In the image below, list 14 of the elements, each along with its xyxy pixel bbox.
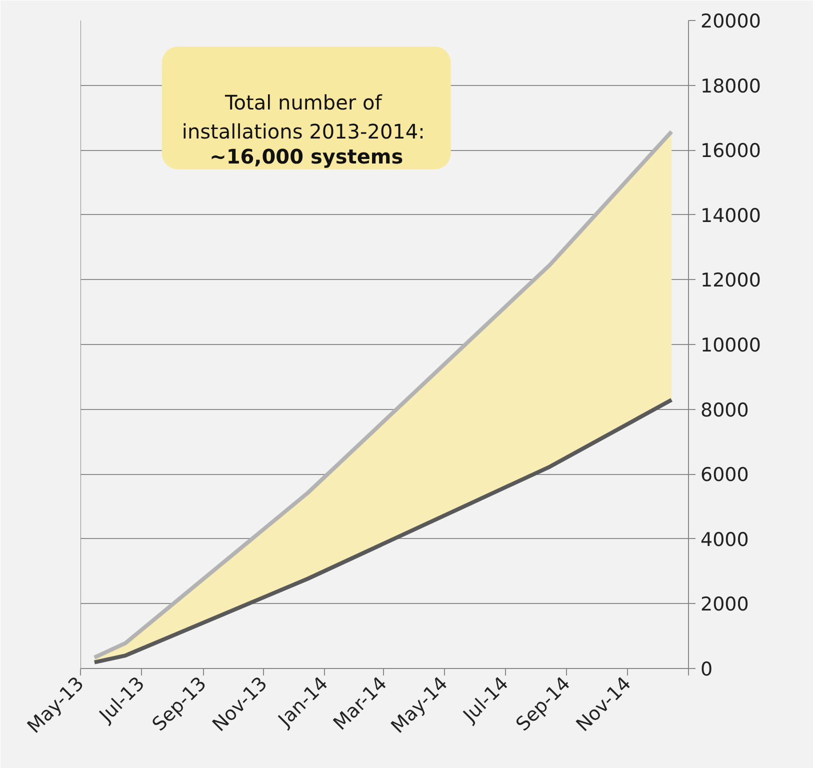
y-tick-label: 10000 [700,334,761,356]
line-series [92,398,674,664]
annotation: Total number of installations 2013-2014: [182,90,425,144]
y-tick-label: 18000 [700,75,761,98]
y-tick-label: 0 [700,658,713,680]
y-tick-label: 12000 [700,270,761,292]
y-tick-label: 16000 [700,140,761,162]
y-tick-label: 8000 [700,399,749,422]
y-tick-label: 4000 [700,528,749,551]
y-tick-label: 6000 [700,464,749,486]
y-tick-label: 2000 [700,594,749,616]
y-tick-label: 20000 [700,10,761,32]
annotation: ~16,000 systems [210,144,404,169]
y-tick-label: 14000 [700,204,761,227]
